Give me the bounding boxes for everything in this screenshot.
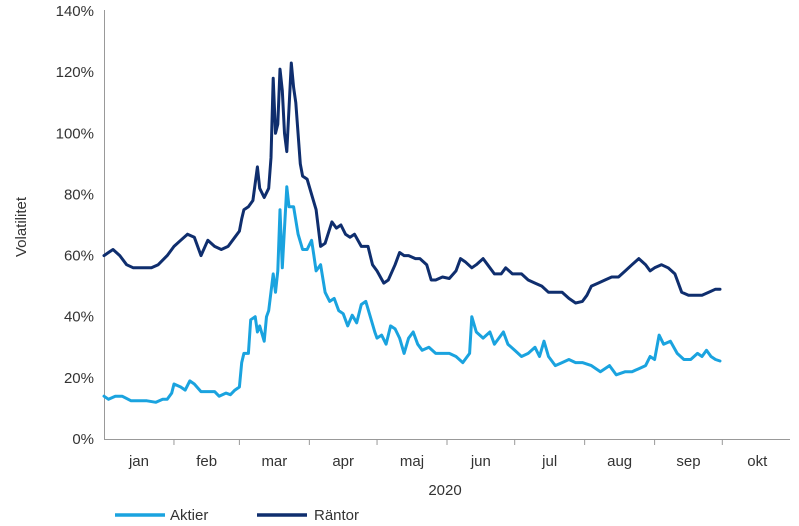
- y-tick-label: 100%: [56, 125, 94, 142]
- y-tick-label: 120%: [56, 64, 94, 81]
- x-tick-label: sep: [676, 453, 700, 470]
- legend-label-rantor: Räntor: [314, 507, 359, 524]
- x-tick-label: jul: [541, 453, 557, 470]
- x-tick-label: okt: [747, 453, 768, 470]
- x-tick-label: maj: [400, 453, 424, 470]
- x-tick-label: mar: [261, 453, 287, 470]
- y-tick-label: 40%: [64, 309, 94, 326]
- y-tick-label: 0%: [72, 431, 94, 448]
- series-lines: [102, 61, 722, 404]
- legend: Aktier Räntor: [115, 507, 359, 524]
- y-tick-label: 60%: [64, 248, 94, 265]
- y-axis-title: Volatilitet: [13, 196, 30, 257]
- y-tick-label: 140%: [56, 3, 94, 20]
- y-tick-label: 80%: [64, 186, 94, 203]
- x-tick-label: jan: [128, 453, 149, 470]
- x-tick-label: jun: [470, 453, 491, 470]
- x-axis-title: 2020: [428, 482, 461, 499]
- series-line-aktier: [102, 185, 722, 404]
- series-line-rantor: [102, 61, 722, 305]
- x-tick-label: feb: [196, 453, 217, 470]
- legend-label-aktier: Aktier: [170, 507, 208, 524]
- x-tick-label: aug: [607, 453, 632, 470]
- y-tick-label: 20%: [64, 370, 94, 387]
- x-axis-ticks: jan feb mar apr maj jun jul aug sep okt: [128, 439, 768, 470]
- y-axis-ticks: 0% 20% 40% 60% 80% 100% 120% 140%: [56, 3, 94, 448]
- x-tick-label: apr: [332, 453, 354, 470]
